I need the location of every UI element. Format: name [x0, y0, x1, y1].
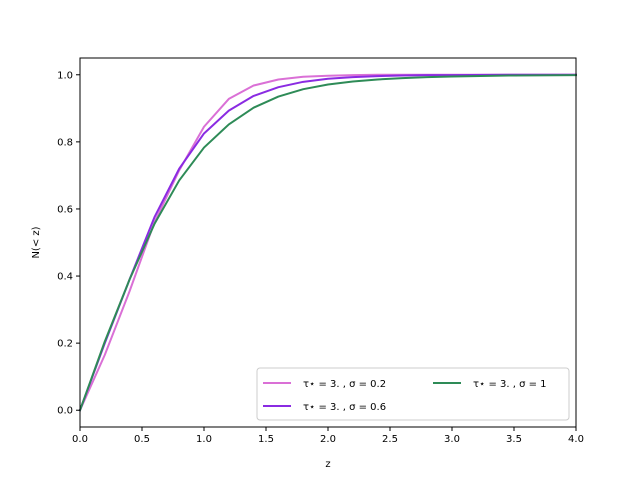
x-tick-label: 3.5: [506, 434, 522, 445]
x-tick-label: 3.0: [444, 434, 460, 445]
x-axis: 0.0 0.5 1.0 1.5 2.0 2.5 3.0 3.5 4.0: [72, 427, 584, 445]
series-line-3: [78, 74, 578, 412]
legend-label-series-1: τ⋆ = 3. , σ = 0.2: [303, 379, 386, 390]
legend-label-series-2: τ⋆ = 3. , σ = 0.6: [303, 402, 386, 413]
series-layer: [78, 73, 578, 412]
y-tick-label: 0.4: [57, 272, 73, 283]
x-axis-label: z: [325, 459, 330, 470]
y-tick-label: 1.0: [57, 70, 73, 81]
x-tick-label: 2.0: [320, 434, 336, 445]
x-tick-label: 0.5: [134, 434, 150, 445]
y-tick-label: 0.2: [57, 339, 73, 350]
y-tick-label: 0.0: [57, 406, 73, 417]
series-line-2: [78, 73, 577, 412]
legend-box: [256, 367, 570, 421]
y-tick-label: 0.6: [57, 204, 73, 215]
x-tick-label: 0.0: [72, 434, 88, 445]
x-tick-label: 2.5: [382, 434, 398, 445]
legend: τ⋆ = 3. , σ = 0.2 τ⋆ = 3. , σ = 0.6 τ⋆ =…: [256, 367, 570, 421]
x-tick-label: 1.5: [258, 434, 274, 445]
y-tick-label: 0.8: [57, 137, 73, 148]
legend-label-series-3: τ⋆ = 3. , σ = 1: [473, 379, 547, 390]
x-tick-label: 4.0: [568, 434, 584, 445]
y-axis: 0.0 0.2 0.4 0.6 0.8 1.0: [57, 70, 80, 417]
y-axis-label: N(< z): [31, 226, 42, 258]
x-tick-label: 1.0: [196, 434, 212, 445]
